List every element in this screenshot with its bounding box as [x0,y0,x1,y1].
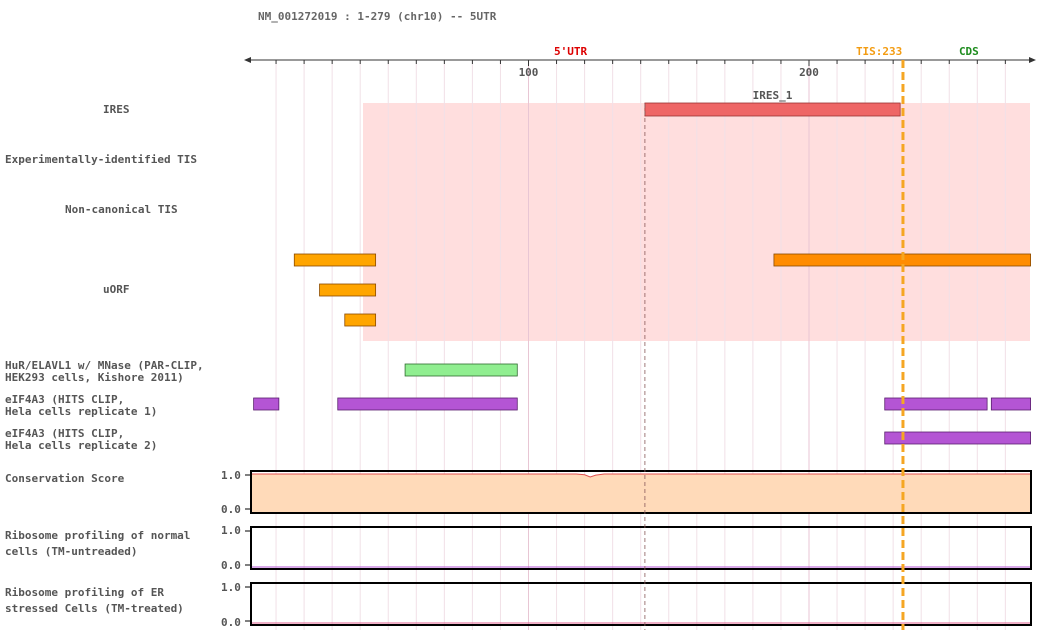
eif4a3-rep2-track-label-line1: eIF4A3 (HITS CLIP, [5,427,124,440]
conservation-area [250,474,1031,512]
eif4a3-rep1-feature-bar[interactable] [253,397,280,411]
region-label: CDS [959,45,979,58]
ruler-tick-label: 200 [799,66,819,79]
eif4a3-rep1-track-label-line1: eIF4A3 (HITS CLIP, [5,393,124,406]
eif4a3-rep2-feature-bar[interactable] [884,431,1031,445]
conservation-ymin-label: 0.0 [221,503,241,516]
ires-track-label: IRES [103,103,130,116]
ribo-normal-panel: 1.0 0.0 [221,524,1032,572]
ires-track: IRES_1 [644,89,901,117]
hur-track [404,363,518,377]
conservation-line [250,473,1031,478]
eif4a3-rep2-track [884,431,1031,445]
ruler-tick-label: 100 [519,66,539,79]
position-markers [644,60,905,630]
noncanonical-tis-track-label: Non-canonical TIS [65,203,178,216]
exp-tis-track-label: Experimentally-identified TIS [5,153,197,166]
ribo-normal-frame [250,526,1032,570]
uorf-feature-bar[interactable] [344,313,377,327]
eif4a3-rep1-feature-bar[interactable] [990,397,1031,411]
ruler-ticks: 100 200 [275,60,1006,79]
ires-feature-label: IRES_1 [753,89,793,102]
ribo-er-track-label-line2: stressed Cells (TM-treated) [5,602,184,615]
ribo-normal-ymax-label: 1.0 [221,524,241,537]
eif4a3-rep1-feature-bar[interactable] [337,397,518,411]
conservation-frame [250,470,1032,514]
ribo-er-track-label-line1: Ribosome profiling of ER [5,586,164,599]
hur-track-label-line2: HEK293 cells, Kishore 2011) [5,371,184,384]
region-label: TIS:233 [856,45,902,58]
eif4a3-rep1-track-label-line2: Hela cells replicate 1) [5,405,157,418]
eif4a3-rep1-feature-bar[interactable] [884,397,988,411]
eif4a3-rep2-track-label-line2: Hela cells replicate 2) [5,439,157,452]
ribo-normal-track-label-line2: cells (TM-untreaded) [5,545,137,558]
ribo-er-ymin-label: 0.0 [221,616,241,629]
ribo-er-frame [250,582,1032,626]
transcript-title: NM_001272019 : 1-279 (chr10) -- 5UTR [258,10,497,23]
grid-lines [275,64,1006,630]
uorf-feature-bar[interactable] [319,283,377,297]
position-ruler: 100 200 [244,57,1036,79]
hur-feature-bar[interactable] [404,363,518,377]
ruler-arrow-left-icon [244,57,251,63]
eif4a3-rep1-track [253,397,1031,411]
hur-track-label-line1: HuR/ELAVL1 w/ MNase (PAR-CLIP, [5,359,204,372]
conservation-panel: 1.0 0.0 [221,469,1032,516]
region-labels: 5'UTR TIS:233 CDS [554,45,979,58]
ires-feature-bar[interactable] [644,102,901,117]
ruler-arrow-right-icon [1029,57,1036,63]
ribo-normal-track-label-line1: Ribosome profiling of normal [5,529,190,542]
ribo-er-panel: 1.0 0.0 [221,581,1032,629]
conservation-track-label: Conservation Score [5,472,125,485]
region-label: 5'UTR [554,45,587,58]
uorf-feature-bar[interactable] [293,253,377,267]
conservation-ymax-label: 1.0 [221,469,241,482]
ribo-er-ymax-label: 1.0 [221,581,241,594]
ribo-normal-ymin-label: 0.0 [221,559,241,572]
track-labels: IRES Experimentally-identified TIS Non-c… [5,103,204,615]
uorf-track-label: uORF [103,283,130,296]
